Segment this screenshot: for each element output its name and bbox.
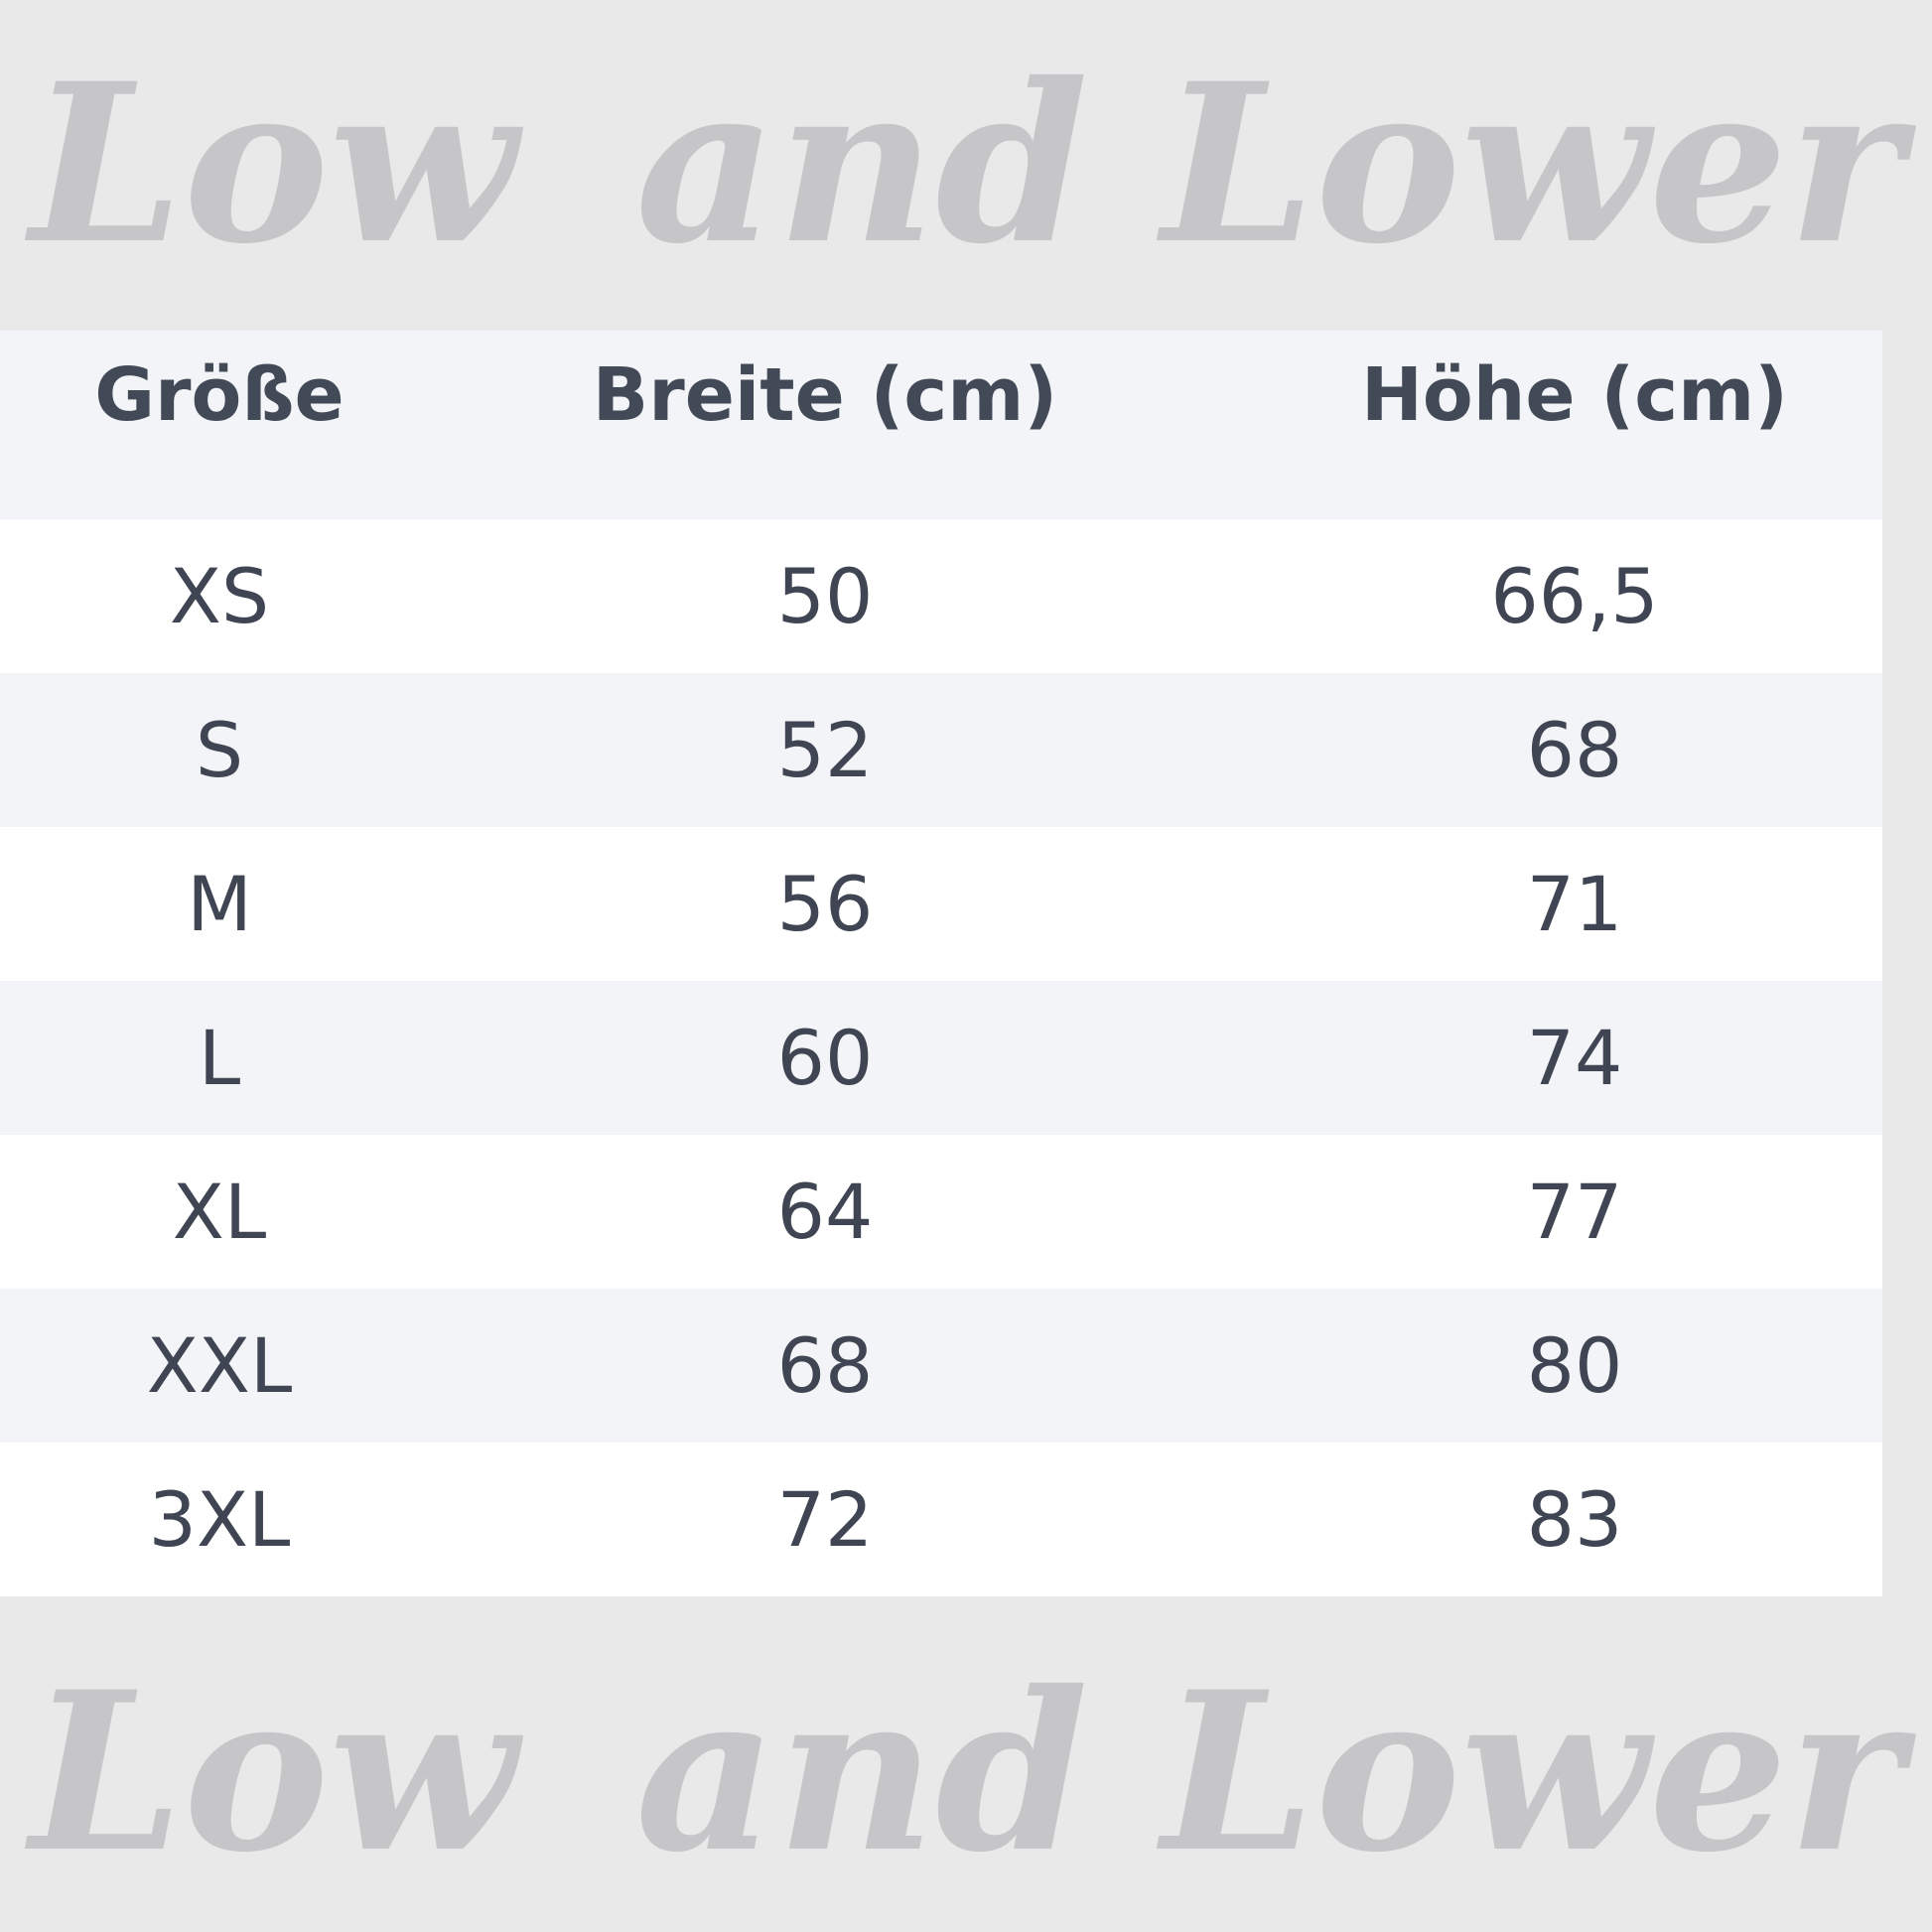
height-cell: 71	[1526, 860, 1623, 948]
watermark: Lower	[1162, 35, 1903, 292]
width-cell: 50	[776, 552, 874, 640]
size-cell: M	[187, 860, 252, 948]
table-row: XS 50 66,5	[0, 519, 1882, 673]
header-size: Größe	[94, 352, 345, 438]
size-cell: XL	[172, 1168, 267, 1256]
header-height: Höhe (cm)	[1360, 352, 1789, 438]
size-table: Größe Breite (cm) Höhe (cm) XS 50 66,5 S 52 6…	[0, 331, 1882, 1596]
table-row: L 60 74	[0, 981, 1882, 1135]
width-cell: 68	[776, 1321, 874, 1410]
size-cell: S	[195, 706, 244, 794]
watermark: Low	[30, 1643, 517, 1900]
width-cell: 72	[776, 1475, 874, 1564]
size-cell: L	[198, 1014, 241, 1102]
height-cell: 66,5	[1490, 552, 1659, 640]
width-cell: 60	[776, 1014, 874, 1102]
header-width: Breite (cm)	[592, 352, 1058, 438]
table-row: 3XL 72 83	[0, 1443, 1882, 1596]
height-cell: 68	[1526, 706, 1623, 794]
width-cell: 56	[776, 860, 874, 948]
table-row: XL 64 77	[0, 1135, 1882, 1289]
watermark: and	[635, 35, 1089, 292]
table-row: S 52 68	[0, 673, 1882, 827]
height-cell: 80	[1526, 1321, 1623, 1410]
height-cell: 83	[1526, 1475, 1623, 1564]
width-cell: 52	[776, 706, 874, 794]
size-cell: XS	[169, 552, 270, 640]
height-cell: 74	[1526, 1014, 1623, 1102]
size-cell: XXL	[146, 1321, 293, 1410]
height-cell: 77	[1526, 1168, 1623, 1256]
watermark: and	[635, 1643, 1089, 1900]
table-body: XS 50 66,5 S 52 68 M 56 71 L 60 74 XL 64 77 XXL 68 80 3XL 7…	[0, 519, 1882, 1596]
table-header: Größe Breite (cm) Höhe (cm)	[0, 331, 1882, 519]
watermark: Low	[30, 35, 517, 292]
table-row: XXL 68 80	[0, 1289, 1882, 1443]
table-row: M 56 71	[0, 827, 1882, 981]
watermark: Lower	[1162, 1643, 1903, 1900]
width-cell: 64	[776, 1168, 874, 1256]
size-cell: 3XL	[148, 1475, 291, 1564]
